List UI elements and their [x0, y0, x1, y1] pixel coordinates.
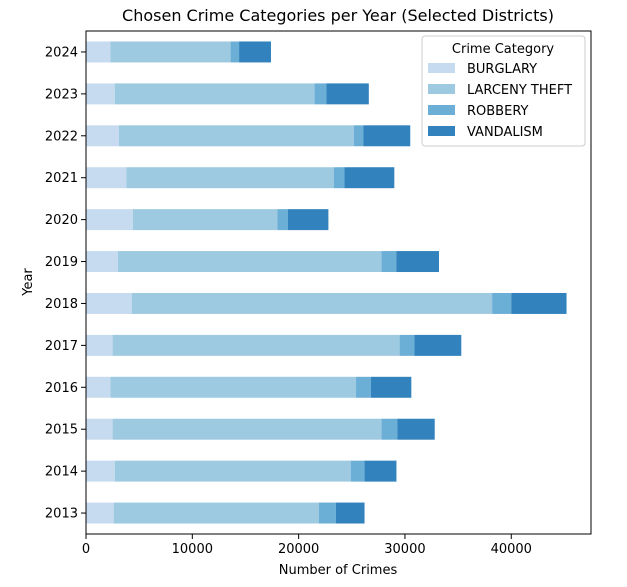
- y-tick-label-2020: 2020: [45, 213, 78, 228]
- bar-vandalism-2023: [326, 83, 369, 105]
- x-tick-label-40000: 40000: [491, 542, 532, 557]
- bar-larceny-theft-2018: [131, 292, 493, 314]
- legend-items: BURGLARY LARCENY THEFT ROBBERY VANDALISM: [428, 62, 572, 140]
- chart-title: Chosen Crime Categories per Year (Select…: [122, 6, 554, 25]
- bar-vandalism-2016: [370, 376, 412, 398]
- bar-robbery-2023: [314, 83, 327, 105]
- bar-burglary-2020: [86, 209, 133, 231]
- bar-larceny-theft-2024: [110, 41, 231, 63]
- legend-label-vandalism: VANDALISM: [467, 125, 543, 140]
- bar-larceny-theft-2017: [112, 334, 400, 356]
- y-tick-label-2019: 2019: [45, 255, 78, 270]
- bar-vandalism-2019: [396, 251, 439, 273]
- bar-robbery-2015: [381, 418, 398, 440]
- plot-frame: [85, 30, 592, 535]
- x-axis-label: Number of Crimes: [279, 563, 398, 578]
- bar-vandalism-2021: [344, 167, 395, 189]
- bar-vandalism-2018: [511, 292, 567, 314]
- bar-vandalism-2020: [288, 209, 329, 231]
- bar-burglary-2023: [86, 83, 115, 105]
- bar-larceny-theft-2020: [132, 209, 278, 231]
- bar-vandalism-2013: [335, 502, 365, 524]
- bar-robbery-2024: [230, 41, 240, 63]
- legend: Crime Category BURGLARY LARCENY THEFT ROBB…: [421, 35, 586, 147]
- y-axis: 2013 2014 2015 2016 2017 2018 2019 2020 2021 2022…: [45, 45, 86, 522]
- y-tick-label-2024: 2024: [45, 45, 78, 60]
- bar-burglary-2017: [86, 334, 113, 356]
- bar-larceny-theft-2014: [114, 460, 351, 482]
- legend-title: Crime Category: [452, 42, 555, 57]
- y-tick-label-2022: 2022: [45, 129, 78, 144]
- x-tick-label-0: 0: [82, 542, 90, 557]
- bar-robbery-2016: [356, 376, 371, 398]
- legend-swatch-burglary: [428, 63, 455, 73]
- bar-burglary-2019: [86, 251, 118, 273]
- legend-label-burglary: BURGLARY: [467, 62, 537, 77]
- y-tick-label-2023: 2023: [45, 87, 78, 102]
- bar-burglary-2016: [86, 376, 111, 398]
- bar-robbery-2022: [353, 125, 364, 147]
- y-axis-label: Year: [21, 268, 36, 297]
- legend-swatch-vandalism: [428, 126, 455, 136]
- x-tick-label-20000: 20000: [278, 542, 319, 557]
- bar-vandalism-2022: [363, 125, 411, 147]
- y-tick-label-2014: 2014: [45, 465, 78, 480]
- y-tick-label-2018: 2018: [45, 297, 78, 312]
- bar-robbery-2018: [492, 292, 512, 314]
- bar-larceny-theft-2023: [114, 83, 315, 105]
- legend-swatch-robbery: [428, 105, 455, 115]
- legend-label-larceny-theft: LARCENY THEFT: [467, 83, 572, 98]
- bars-layer: [86, 41, 567, 524]
- bar-robbery-2014: [350, 460, 365, 482]
- bar-robbery-2017: [399, 334, 415, 356]
- bar-larceny-theft-2013: [113, 502, 319, 524]
- y-tick-label-2021: 2021: [45, 171, 78, 186]
- bar-larceny-theft-2022: [118, 125, 354, 147]
- bar-vandalism-2017: [414, 334, 462, 356]
- bar-vandalism-2024: [239, 41, 271, 63]
- bar-larceny-theft-2019: [117, 251, 382, 273]
- legend-frame: [421, 35, 586, 147]
- bar-larceny-theft-2021: [126, 167, 334, 189]
- bar-burglary-2024: [86, 41, 111, 63]
- bar-larceny-theft-2016: [110, 376, 357, 398]
- x-tick-label-30000: 30000: [384, 542, 425, 557]
- bar-vandalism-2014: [364, 460, 397, 482]
- y-tick-label-2015: 2015: [45, 423, 78, 438]
- bar-burglary-2014: [86, 460, 115, 482]
- y-tick-label-2017: 2017: [45, 339, 78, 354]
- x-tick-label-10000: 10000: [172, 542, 213, 557]
- legend-label-robbery: ROBBERY: [467, 104, 529, 119]
- legend-swatch-larceny-theft: [428, 84, 455, 94]
- bar-burglary-2018: [86, 292, 132, 314]
- bar-burglary-2022: [86, 125, 119, 147]
- bar-robbery-2021: [333, 167, 345, 189]
- y-tick-label-2016: 2016: [45, 381, 78, 396]
- bar-burglary-2015: [86, 418, 113, 440]
- bar-robbery-2013: [318, 502, 336, 524]
- bar-robbery-2020: [277, 209, 288, 231]
- bar-vandalism-2015: [397, 418, 435, 440]
- bar-burglary-2021: [86, 167, 127, 189]
- bar-larceny-theft-2015: [112, 418, 382, 440]
- y-tick-label-2013: 2013: [45, 507, 78, 522]
- bar-burglary-2013: [86, 502, 114, 524]
- x-axis: 0 10000 20000 30000 40000: [82, 534, 532, 557]
- bar-robbery-2019: [381, 251, 397, 273]
